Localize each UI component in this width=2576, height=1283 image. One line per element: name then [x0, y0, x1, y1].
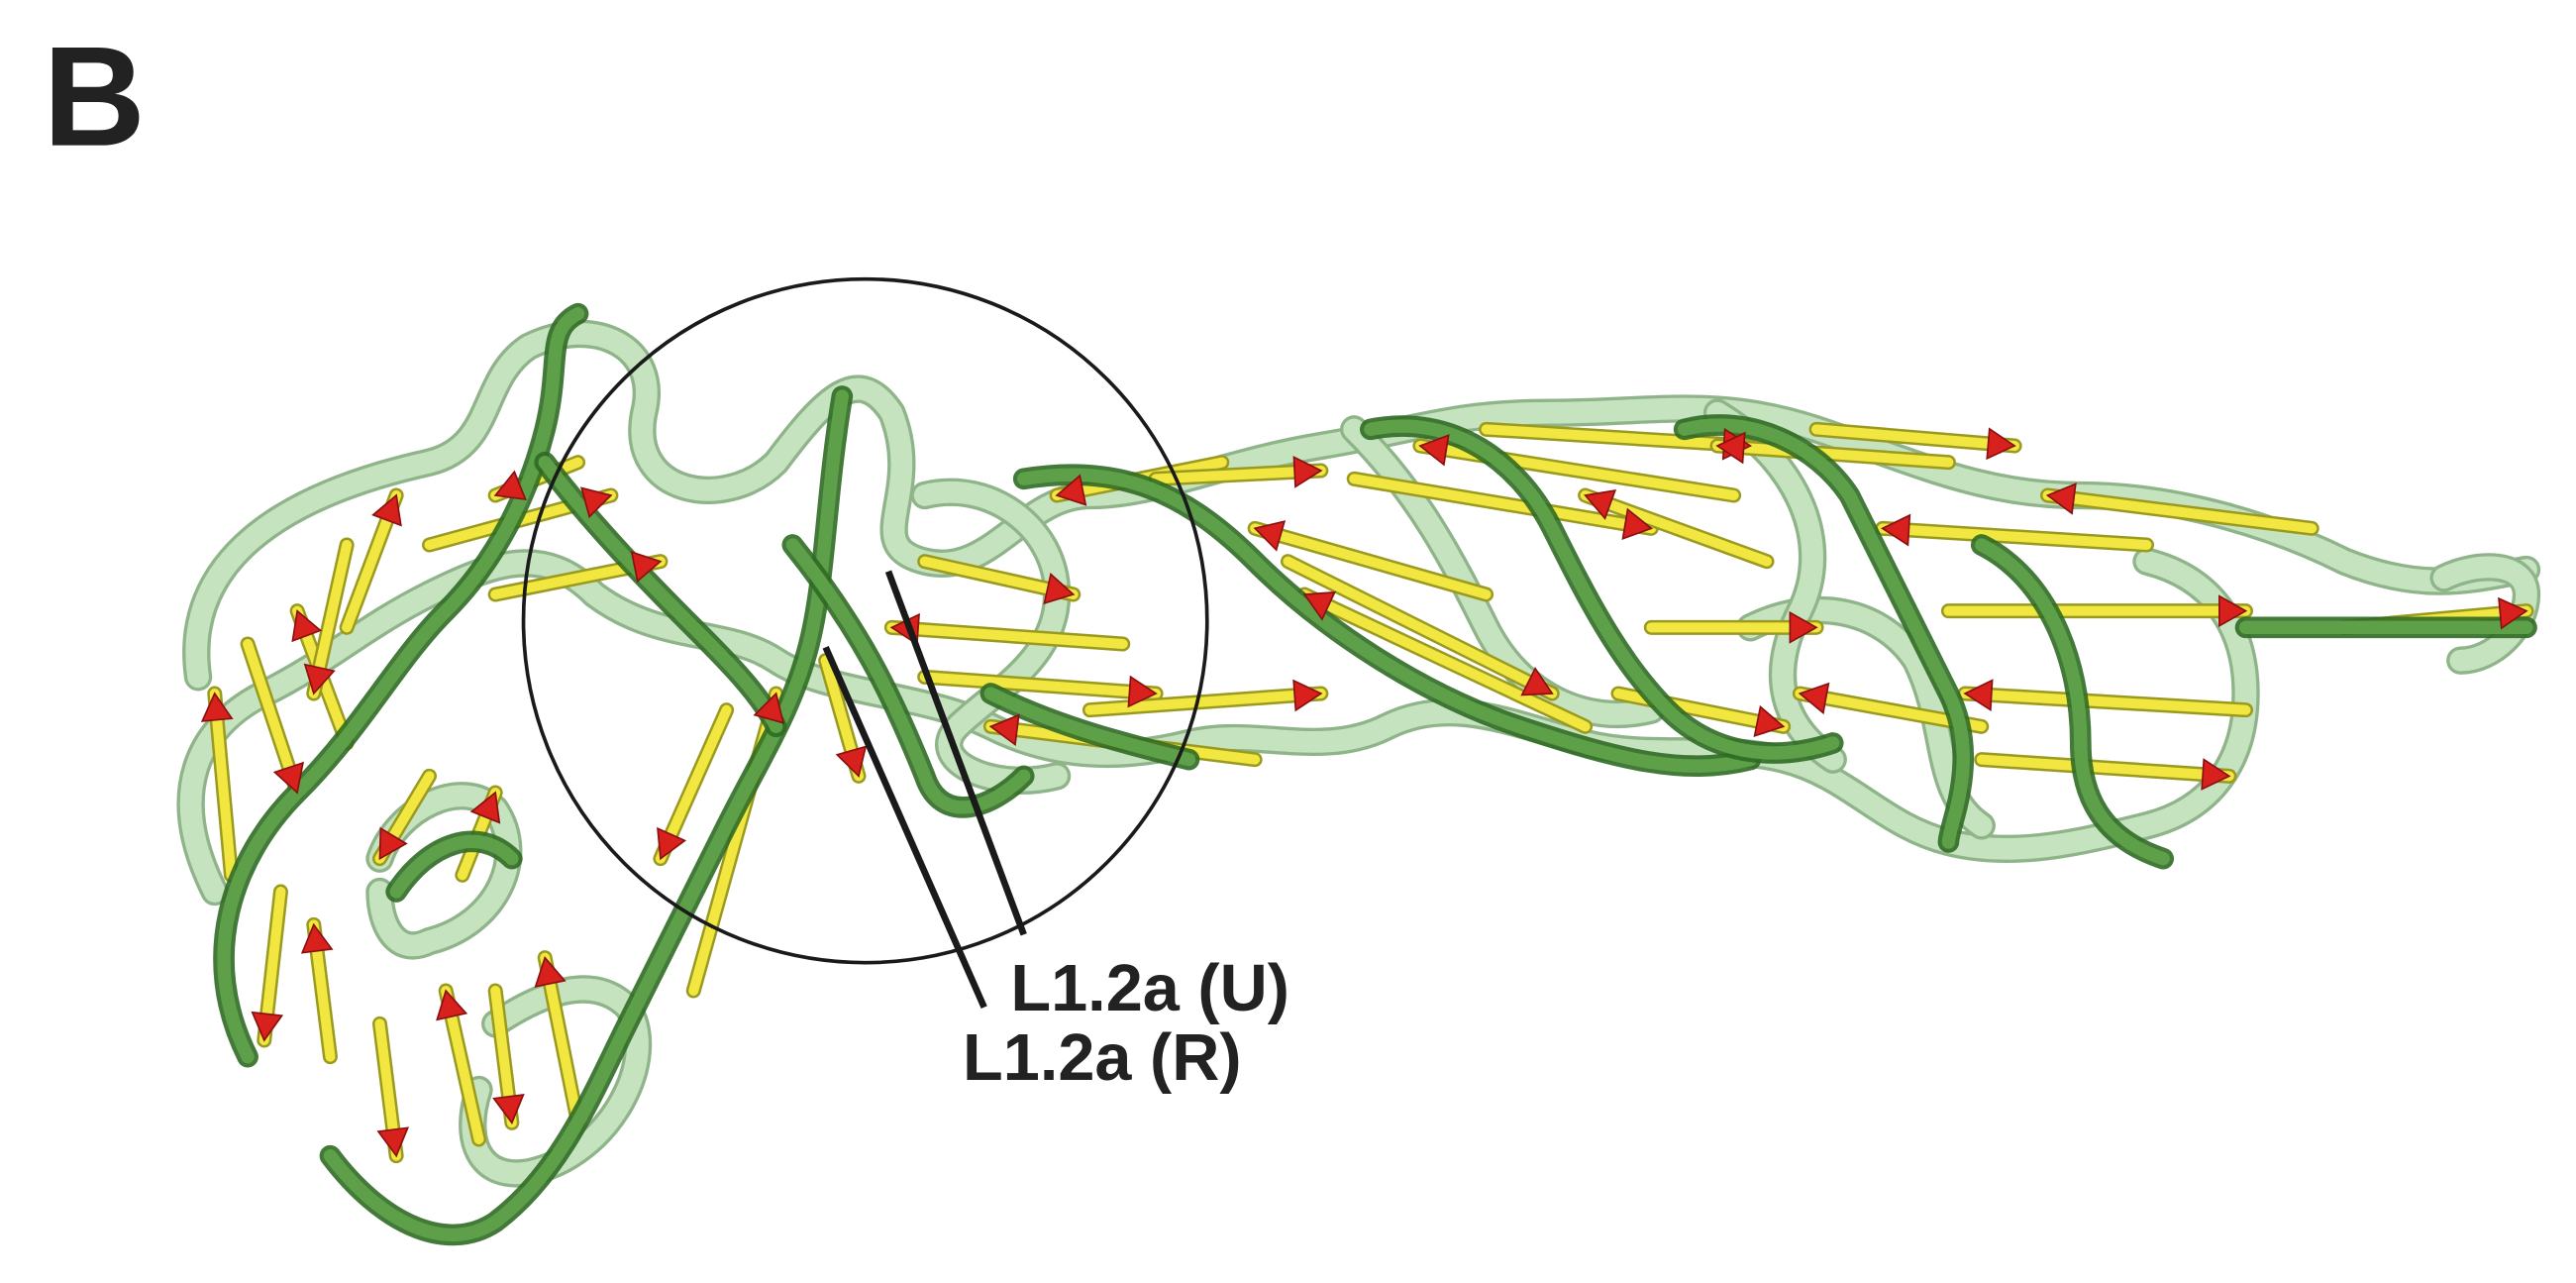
- panel-label: B: [43, 18, 146, 176]
- annotation: L1.2a (U): [1010, 952, 1289, 1025]
- cone: [253, 1013, 282, 1040]
- page: {"panel_label": "B", "labels": ["L1.2a (…: [0, 0, 2576, 1283]
- stick: [1420, 446, 1734, 495]
- figure: B L1.2a (U) L1.2a (R): [0, 0, 2576, 1283]
- cone: [1987, 429, 2014, 459]
- cone: [494, 1095, 524, 1123]
- annotation: L1.2a (R): [963, 1021, 1242, 1095]
- cones: [202, 429, 2526, 1156]
- base-sticks: [215, 429, 2526, 1155]
- cone: [1965, 681, 1993, 710]
- cone: [1293, 681, 1321, 710]
- cone: [302, 924, 332, 952]
- cone: [1883, 515, 1910, 545]
- cone: [378, 1127, 408, 1155]
